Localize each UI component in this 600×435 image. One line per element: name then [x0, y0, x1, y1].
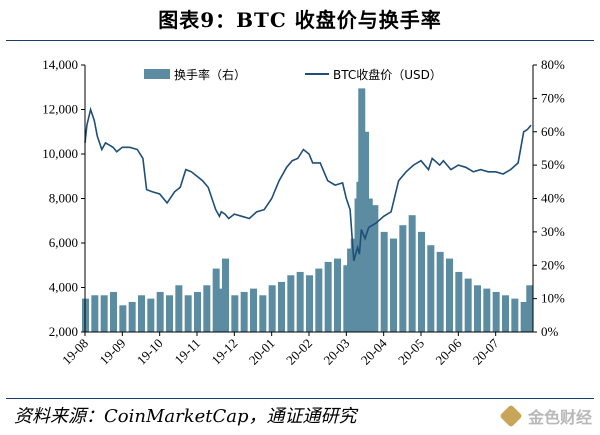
turnover-bar [380, 231, 388, 332]
turnover-bar [166, 295, 173, 332]
turnover-bar [240, 291, 248, 332]
turnover-bar [306, 275, 313, 332]
btc-price-line [84, 106, 532, 262]
turnover-bar [110, 291, 117, 332]
x-axis-ticks: 19-08 19-09 19-10 19-11 19-12 20-01 20-02 20-03… [59, 332, 502, 368]
turnover-bar [147, 298, 155, 332]
turnover-bar [222, 258, 229, 332]
turnover-bar [502, 295, 509, 332]
right-tick-label: 0% [541, 324, 559, 339]
turnover-bar [156, 291, 164, 332]
left-tick-label: 4,000 [49, 280, 78, 295]
left-tick-label: 14,000 [42, 57, 78, 72]
left-tick-label: 8,000 [49, 191, 78, 206]
turnover-bar [464, 278, 472, 332]
right-tick-label: 70% [541, 90, 565, 105]
turnover-bar [511, 298, 519, 332]
turnover-bar [175, 285, 183, 332]
turnover-bar [138, 295, 145, 332]
logo-text: 金色财经 [527, 408, 592, 427]
right-tick-label: 40% [541, 191, 565, 206]
turnover-bar [362, 131, 369, 332]
x-tick-label: 19-10 [134, 336, 166, 368]
left-tick-label: 6,000 [49, 235, 78, 250]
turnover-bar [371, 205, 379, 332]
x-tick-label: 20-06 [432, 335, 464, 367]
right-tick-label: 50% [541, 157, 565, 172]
turnover-bar [128, 301, 136, 332]
turnover-bar [418, 231, 425, 332]
turnover-bar [455, 271, 463, 332]
turnover-bar [474, 285, 481, 332]
turnover-bar [483, 288, 491, 332]
right-tick-label: 80% [541, 57, 565, 72]
left-tick-label: 12,000 [42, 102, 78, 117]
right-tick-label: 60% [541, 124, 565, 139]
right-tick-label: 30% [541, 224, 565, 239]
turnover-bar [427, 245, 435, 332]
turnover-bar [520, 301, 528, 332]
x-tick-label: 20-01 [246, 336, 278, 368]
x-tick-label: 20-02 [283, 336, 315, 368]
turnover-bar [347, 248, 355, 332]
turnover-bar [203, 285, 211, 332]
legend-turnover-label: 换手率（右） [174, 67, 246, 82]
turnover-bar [492, 291, 500, 332]
turnover-bar [399, 225, 407, 332]
turnover-bar [119, 305, 127, 332]
x-tick-label: 19-09 [96, 336, 128, 368]
right-axis-ticks: 0% 10% 20% 30% 40% 50% 60% 70% 80% [533, 57, 565, 339]
logo-icon [499, 404, 523, 428]
turnover-bar [526, 285, 534, 332]
turnover-bar [231, 295, 239, 332]
turnover-bar [296, 271, 304, 332]
figure-title: 图表9：BTC 收盘价与换手率 [158, 8, 442, 32]
x-tick-label: 19-08 [59, 336, 91, 368]
turnover-bar [268, 285, 276, 332]
turnover-bar [343, 265, 351, 332]
turnover-bar [446, 258, 453, 332]
turnover-bar [278, 281, 285, 332]
left-axis-ticks: 2,000 4,000 6,000 8,000 10,000 12,000 14,000 [42, 57, 85, 339]
turnover-bars [82, 88, 534, 332]
turnover-bar [334, 258, 341, 332]
turnover-bar [436, 251, 444, 332]
turnover-bar [218, 288, 226, 332]
turnover-bar [324, 261, 332, 332]
top-rule [6, 40, 594, 41]
turnover-bar [100, 295, 108, 332]
turnover-bar [184, 295, 192, 332]
right-tick-label: 20% [541, 257, 565, 272]
logo: 金色财经 [499, 404, 592, 428]
x-tick-label: 20-04 [358, 335, 390, 367]
legend: 换手率（右） BTC收盘价（USD） [144, 67, 442, 82]
left-tick-label: 10,000 [42, 146, 78, 161]
x-tick-label: 19-12 [208, 336, 240, 368]
turnover-bar [358, 88, 366, 332]
turnover-bar [390, 238, 397, 332]
turnover-bar [365, 198, 373, 332]
turnover-bar [194, 291, 201, 332]
turnover-bar [212, 268, 220, 332]
turnover-bar [350, 238, 358, 332]
turnover-bar [315, 268, 323, 332]
legend-price-label: BTC收盘价（USD） [333, 67, 442, 82]
x-tick-label: 20-05 [395, 336, 427, 368]
turnover-bar [287, 275, 295, 332]
bottom-rule [6, 398, 594, 399]
x-tick-label: 20-03 [320, 336, 352, 368]
turnover-bar [250, 288, 257, 332]
source-note: 资料来源：CoinMarketCap，通证通研究 [14, 406, 357, 427]
turnover-bar [259, 295, 267, 332]
left-tick-label: 2,000 [49, 324, 78, 339]
x-tick-label: 19-11 [171, 336, 203, 368]
right-tick-label: 10% [541, 291, 565, 306]
turnover-bar [91, 295, 99, 332]
x-tick-label: 20-07 [470, 335, 502, 367]
turnover-bar [408, 215, 416, 332]
legend-turnover-swatch [144, 69, 170, 79]
